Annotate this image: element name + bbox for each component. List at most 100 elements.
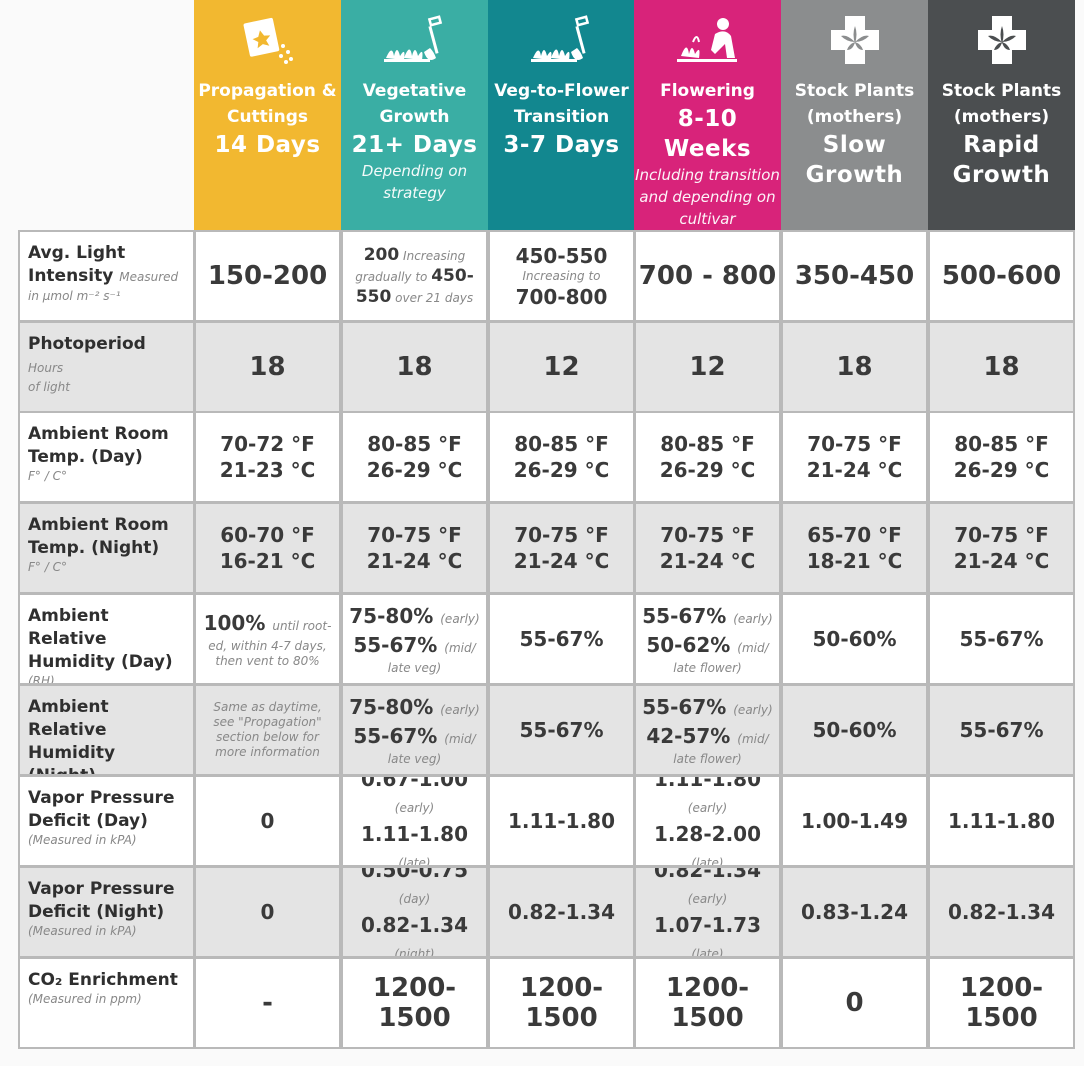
cell-value: 500-600 — [941, 261, 1062, 291]
row-label: CO₂ Enrichment (Measured in ppm) — [18, 957, 195, 1049]
column-duration: Slow Growth — [781, 130, 928, 190]
table-cell: 1.00-1.49 — [781, 775, 928, 867]
cell-value: 12 — [543, 352, 580, 382]
table-cell: 1.11-1.80 — [928, 775, 1075, 867]
row-label-line: Ambient Relative — [28, 605, 185, 651]
column-header: Veg-to-Flower Transition 3-7 Days — [488, 0, 635, 232]
cell-value: 0.82-1.34 — [508, 900, 615, 924]
cell-value: 1.11-1.80 — [508, 809, 615, 833]
cell-value: 0.83-1.24 — [801, 900, 908, 924]
row-label-note-inline: Hours — [28, 361, 64, 375]
cell-line: 80-85 °F — [514, 432, 609, 456]
cell-line: 21-24 °C — [953, 549, 1050, 573]
cell-line: 80-85 °F — [954, 432, 1049, 456]
row-label-note: F° / C° — [28, 560, 67, 574]
cell-value: 1200-1500 — [959, 973, 1044, 1033]
column-duration-line: Slow — [822, 132, 887, 158]
column-title-line: Veg-to-Flower — [494, 81, 629, 101]
cell-qualifier: (mid/ — [444, 640, 476, 655]
cell-line: 75-80% (early) — [349, 603, 479, 632]
table-cell: 1200-1500 — [634, 957, 781, 1049]
cell-line: 42-57% (mid/ — [646, 723, 768, 752]
medical-cross-leaf-icon — [967, 12, 1037, 68]
row-label-line: Temp. (Day) — [28, 446, 185, 469]
cell-value: 50-60% — [812, 718, 897, 742]
cell-qualifier: (early) — [394, 801, 435, 815]
cell-qualifier: (day) — [398, 892, 431, 906]
column-title-line: (mothers) — [806, 107, 903, 127]
cell-value: 55-67% — [519, 718, 604, 742]
column-title-line: Cuttings — [226, 107, 309, 127]
cell-stack: 0.82-1.34 (early) 1.07-1.73 (late) — [636, 866, 779, 956]
row-label-text: Temp. (Night) — [28, 538, 160, 558]
cell-note: over 21 days — [395, 290, 474, 305]
table-cell: 70-75 °F 21-24 °C — [781, 411, 928, 503]
column-duration-line: Growth — [952, 162, 1051, 188]
cell-qualifier: (early) — [440, 702, 480, 717]
table-cell: 0.83-1.24 — [781, 866, 928, 958]
row-label-text: Vapor Pressure — [28, 788, 175, 808]
column-duration: 3-7 Days — [503, 132, 620, 158]
table-cell: 80-85 °F 26-29 °C — [928, 411, 1075, 503]
cell-stack: 70-75 °F 21-24 °C — [807, 431, 903, 483]
row-label-line: Vapor Pressure — [28, 787, 185, 810]
cell-value: 55-67% — [353, 723, 438, 748]
cell-stack: 75-80% (early) 55-67% (mid/late veg) — [349, 694, 479, 767]
cell-mixed: 200 Increasing gradually to 450- 550 over… — [343, 245, 486, 308]
column-duration: Rapid Growth — [928, 130, 1075, 190]
table-cell: 0.82-1.34 — [488, 866, 635, 958]
cell-line: 0.82-1.34 (night) — [343, 912, 486, 956]
cell-value: 1.07-1.73 — [654, 913, 761, 937]
row-label-text: Humidity (Day) — [28, 652, 173, 672]
row-label-text: Deficit (Night) — [28, 902, 165, 922]
column-header: Stock Plants (mothers) Rapid Growth — [928, 0, 1075, 232]
cell-value: 1.11-1.80 — [948, 809, 1055, 833]
table-cell: 1.11-1.80 (early) 1.28-2.00 (late) — [634, 775, 781, 867]
cell-stack: 70-75 °F 21-24 °C — [367, 522, 463, 574]
cell-line: 70-75 °F — [807, 432, 902, 456]
cell-line: 21-24 °C — [366, 549, 463, 573]
column-title-line: Growth — [379, 107, 450, 127]
column-header: Propagation & Cuttings 14 Days — [194, 0, 341, 232]
cell-qualifier: (mid/ — [737, 731, 769, 746]
cell-value: 42-57% — [646, 723, 731, 748]
row-label: Ambient Room Temp. (Day) F° / C° — [18, 411, 195, 503]
cell-line: 55-67% (mid/ — [353, 632, 475, 661]
cell-value: 18 — [983, 352, 1020, 382]
cell-note: Increasing gradually to — [355, 248, 466, 284]
cell-stack: 0.50-0.75 (day) 0.82-1.34 (night) — [343, 868, 486, 956]
table-cell: 70-72 °F 21-23 °C — [194, 411, 341, 503]
cell-value: 0.82-1.34 — [948, 900, 1055, 924]
row-label-line: Vapor Pressure — [28, 878, 185, 901]
row-label-line: Ambient Room — [28, 514, 185, 537]
cell-stack: 70-75 °F 21-24 °C — [514, 522, 610, 574]
cell-qualifier: (early) — [687, 801, 728, 815]
cell-stack: 75-80% (early) 55-67% (mid/late veg) — [349, 603, 479, 676]
row-label-text: Ambient Relative — [28, 697, 109, 740]
table-cell: 12 — [488, 321, 635, 413]
cell-qualifier: (early) — [733, 611, 773, 626]
table-cell: 350-450 — [781, 230, 928, 322]
row-label-line: CO₂ Enrichment — [28, 969, 185, 992]
cell-note: late flower) — [673, 660, 742, 675]
cell-value: 0.82-1.34 — [654, 866, 761, 882]
row-label-line: Intensity Measured — [28, 265, 185, 289]
row-label-line: Humidity (Day) — [28, 651, 185, 674]
column-title: Flowering — [634, 78, 781, 104]
row-label-note: (Measured in kPA) — [28, 833, 137, 847]
table-cell: 50-60% — [781, 593, 928, 685]
column-title-line: Propagation & — [198, 81, 337, 101]
table-cell: 0.82-1.34 — [928, 866, 1075, 958]
cell-line: 26-29 °C — [513, 458, 610, 482]
cell-stack: 80-85 °F 26-29 °C — [514, 431, 610, 483]
row-label-note: F° / C° — [28, 469, 67, 483]
table-cell: 65-70 °F 18-21 °C — [781, 502, 928, 594]
cell-stack: 65-70 °F 18-21 °C — [807, 522, 903, 574]
column-header: Stock Plants (mothers) Slow Growth — [781, 0, 928, 232]
cell-line: 450-550 — [515, 243, 608, 268]
cell-line: 70-72 °F — [220, 432, 315, 456]
header-corner — [20, 0, 194, 232]
table-cell: 80-85 °F 26-29 °C — [634, 411, 781, 503]
column-note: Depending on strategy — [361, 162, 468, 202]
